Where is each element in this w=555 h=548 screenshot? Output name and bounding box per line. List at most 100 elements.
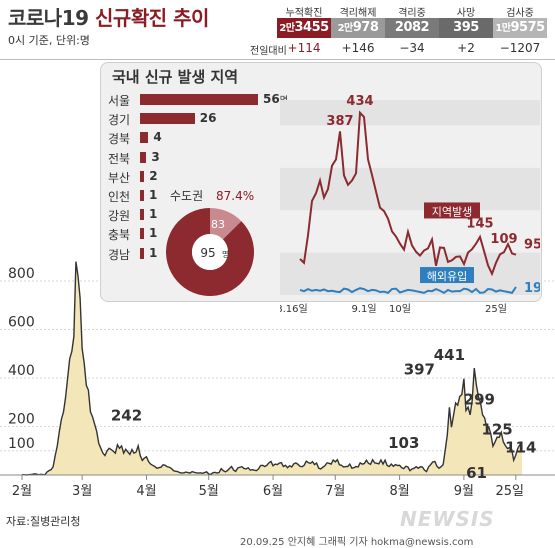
stat-value: 2만3455 — [277, 18, 331, 38]
local-label-box — [424, 202, 480, 219]
main-y-tick: 400 — [8, 363, 35, 379]
main-y-tick: 100 — [8, 436, 35, 452]
region-name: 경남 — [108, 247, 131, 262]
title-part2: 신규확진 추이 — [95, 6, 209, 30]
region-value: 1 — [149, 226, 158, 241]
region-name: 부산 — [108, 170, 131, 185]
stat-diff: +146 — [341, 41, 375, 55]
main-annotation: 299 — [464, 390, 495, 408]
stat-prefix: 2만 — [279, 23, 295, 34]
main-x-tick: 3월 — [72, 484, 92, 499]
series-imported-line — [299, 286, 517, 295]
credit-text: 20.09.25 안지혜 그래픽 기자 hokma@newsis.com — [240, 537, 474, 548]
donut-slice-capital — [166, 208, 255, 296]
donut-total: 95 — [200, 246, 215, 260]
main-annotation: 103 — [388, 434, 419, 452]
donut-slice-other — [210, 208, 242, 240]
inset-annotation: 19 — [524, 281, 540, 296]
main-y-tick: 600 — [8, 315, 35, 331]
stat-label: 누적확진 — [285, 8, 323, 19]
inset-x-tick: 9.1일 — [351, 303, 376, 315]
main-annotation: 242 — [111, 406, 142, 424]
main-line — [22, 261, 523, 476]
main-x-tick: 25일 — [496, 484, 525, 499]
region-bar — [140, 209, 144, 221]
region-value: 4 — [153, 130, 162, 145]
stat-number: 2082 — [394, 20, 430, 35]
stat-label: 격리중 — [398, 8, 426, 19]
imported-label: 해외유입 — [427, 269, 467, 283]
donut-hole — [192, 234, 228, 270]
stat-number: 978 — [352, 20, 379, 35]
region-name: 인천 — [108, 190, 131, 204]
donut-chart: 수도권 87.4% 83 95 명 — [166, 189, 255, 296]
main-x-tick: 8월 — [389, 484, 409, 499]
diff-label: 전일대비 — [250, 46, 287, 57]
stat-number: 3455 — [294, 20, 329, 35]
stat-prefix: 2만 — [337, 23, 354, 34]
inset-annotation: 387 — [326, 114, 353, 129]
region-value: 3 — [151, 149, 160, 164]
main-annotation: 61 — [466, 464, 487, 482]
main-annotation: 114 — [505, 438, 536, 456]
inset-band — [280, 167, 540, 211]
source-text: 자료:질병관리청 — [6, 515, 81, 528]
donut-inner-value: 83 — [211, 218, 225, 231]
stat-diff: +114 — [287, 41, 321, 55]
region-name: 서울 — [108, 94, 131, 108]
main-y-tick: 800 — [8, 266, 35, 282]
inset-band — [280, 100, 540, 126]
main-annotation: 441 — [434, 346, 465, 364]
region-bar — [140, 94, 258, 105]
main-annotation: 125 — [481, 421, 512, 439]
stat-label: 검사중 — [506, 8, 534, 19]
region-name: 강원 — [108, 209, 131, 224]
header-divider — [0, 59, 555, 60]
inset-x-tick: 8.16일 — [280, 303, 308, 315]
inset-title: 국내 신규 발생 지역 — [112, 68, 239, 86]
donut-label: 수도권 — [170, 189, 203, 203]
main-x-tick: 4월 — [136, 484, 156, 499]
region-value: 1 — [149, 207, 158, 222]
stat-label: 사망 — [456, 8, 476, 19]
main-annotation: 397 — [404, 361, 435, 379]
newsis-logo: NEWSIS — [400, 507, 495, 531]
stat-value: 2082 — [385, 18, 439, 38]
region-value: 1 — [149, 245, 158, 260]
stat-prefix: 1만 — [495, 23, 511, 34]
page-title: 코로나19 신규확진 추이 — [8, 2, 209, 31]
local-label: 지역발생 — [432, 205, 472, 218]
donut-percent: 87.4% — [216, 189, 254, 203]
main-y-tick: 200 — [8, 412, 35, 428]
inset-annotation: 95 — [524, 238, 540, 253]
region-name: 경북 — [108, 132, 131, 147]
region-name: 경기 — [108, 113, 131, 128]
subtitle: 0시 기준, 단위:명 — [8, 34, 90, 47]
region-bar — [140, 190, 144, 201]
inset-x-tick: 10일 — [389, 303, 411, 315]
main-x-tick: 9월 — [454, 484, 474, 499]
region-value: 2 — [149, 168, 158, 183]
main-x-tick: 7월 — [325, 484, 345, 499]
imported-label-box — [420, 267, 474, 284]
main-x-tick: 5월 — [199, 484, 219, 499]
region-bar — [140, 247, 144, 259]
region-bar — [140, 151, 147, 163]
stat-label: 격리해제 — [339, 8, 377, 19]
stat-number: 395 — [453, 20, 479, 35]
inset-band — [280, 252, 540, 295]
region-name: 전북 — [108, 151, 131, 166]
stat-value: 395 — [439, 18, 493, 38]
main-x-tick: 2월 — [12, 484, 32, 499]
region-value: 1 — [149, 188, 158, 202]
stat-diff: −34 — [399, 41, 425, 55]
inset-annotation: 434 — [346, 94, 373, 109]
stat-value: 1만9575 — [493, 18, 547, 38]
region-bar — [140, 113, 195, 125]
main-area — [22, 261, 522, 475]
stat-diff: +2 — [457, 41, 475, 55]
inset-annotation: 145 — [466, 217, 493, 232]
stat-diff: −1207 — [499, 41, 541, 55]
